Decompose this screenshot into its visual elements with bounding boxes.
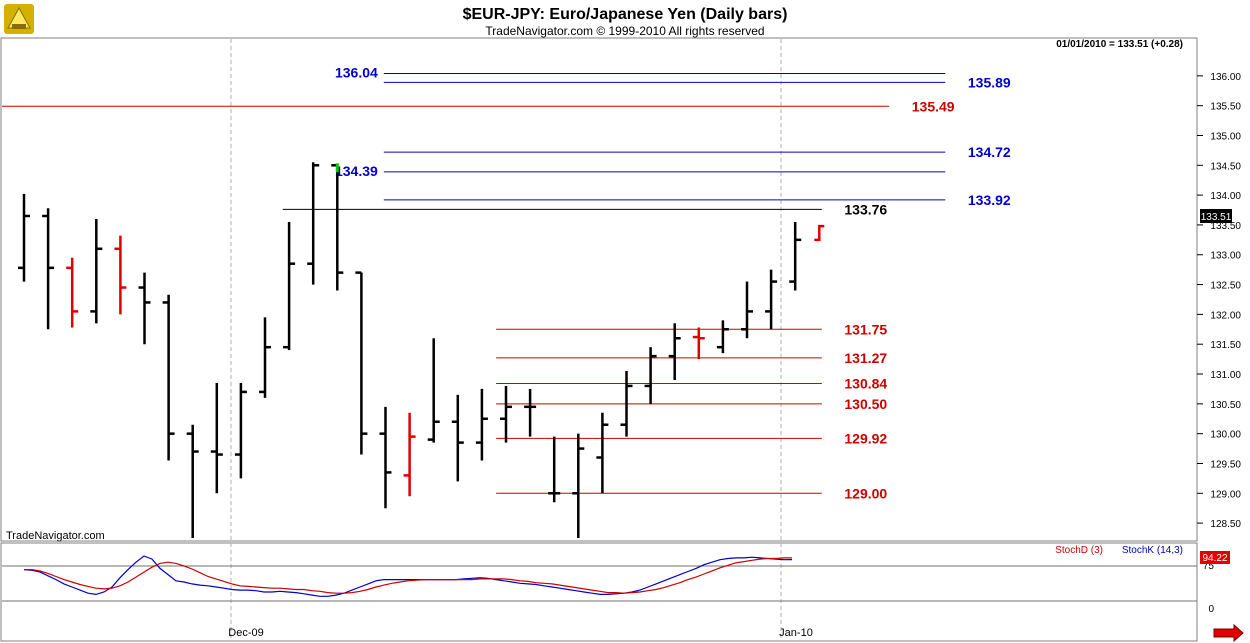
level-label: 133.76 (844, 201, 887, 217)
ohlc-bar (210, 382, 223, 494)
y-tick-label: 131.50 (1210, 340, 1241, 351)
ohlc-bar (644, 347, 657, 404)
y-tick-label: 128.50 (1210, 519, 1241, 530)
ohlc-bar (620, 371, 633, 437)
ohlc-bar (668, 323, 681, 380)
stoch-k-legend: StochK (14,3) (1122, 545, 1183, 556)
ohlc-bar (451, 394, 464, 482)
level-label: 129.00 (844, 485, 887, 501)
ohlc-bar (741, 281, 753, 339)
level-label: 131.75 (844, 321, 887, 337)
y-tick-label: 130.50 (1210, 400, 1241, 411)
stoch-d-legend: StochD (3) (1055, 545, 1103, 556)
price-panel-frame (0, 37, 1198, 542)
chart-title: $EUR-JPY: Euro/Japanese Yen (Daily bars) (463, 6, 788, 23)
ohlc-bar (427, 338, 440, 443)
x-axis-labels: Dec-09 Jan-10 (228, 627, 813, 639)
y-tick-label: 134.00 (1210, 191, 1241, 202)
ohlc-bar (186, 424, 199, 539)
level-label: 130.50 (844, 396, 887, 412)
ohlc-bar (789, 221, 802, 291)
ohlc-bar (138, 272, 151, 345)
y-tick-label: 129.50 (1210, 459, 1241, 470)
stoch-panel-frame (0, 542, 1198, 642)
stoch-last-value-box (1200, 551, 1230, 564)
y-tick-label: 130.00 (1210, 430, 1241, 441)
scroll-right-arrow-icon[interactable] (1213, 623, 1244, 643)
chart-subtitle: TradeNavigator.com © 1999-2010 All right… (485, 24, 764, 38)
level-label: 131.27 (844, 350, 887, 366)
stoch-last-value: 94.22 (1202, 553, 1227, 564)
ohlc-bar (403, 412, 416, 497)
level-label: 134.39 (335, 163, 378, 179)
level-label: 136.04 (335, 64, 378, 80)
ohlc-bar (162, 294, 175, 461)
ohlc-bar (716, 320, 729, 354)
y-tick-label: 133.50 (1210, 221, 1241, 232)
y-tick-label: 132.00 (1210, 310, 1241, 321)
x-axis-label: Dec-09 (228, 627, 263, 639)
price-axis[interactable] (1198, 38, 1250, 641)
y-tick-label: 129.00 (1210, 489, 1241, 500)
ohlc-bar (283, 221, 296, 351)
levels-layer: 136.04 135.89 135.49 134.72 134.39 133.92 133.… (2, 64, 1011, 501)
y-tick-label: 135.00 (1210, 131, 1241, 142)
stochastic-layer: 0 75 (23, 555, 1215, 615)
ohlc-bar (379, 406, 392, 509)
y-tick-label: 135.50 (1210, 102, 1241, 113)
ohlc-bar (814, 224, 825, 242)
ohlc-bar (114, 235, 127, 315)
watermark: TradeNavigator.com (6, 530, 105, 542)
trade-navigator-logo-icon[interactable] (4, 4, 34, 34)
y-axis-ticks: 128.50 129.00 129.50 130.00 130.50 131.00 131.… (1197, 72, 1241, 530)
level-label: 135.49 (912, 98, 955, 114)
y-tick-label: 132.50 (1210, 281, 1241, 292)
grid-layer (2, 39, 1197, 641)
ohlc-bar (331, 163, 344, 291)
y-tick-label: 134.50 (1210, 161, 1241, 172)
ohlc-bar (234, 382, 247, 479)
ohlc-bar (572, 433, 585, 539)
last-price-readout: 01/01/2010 = 133.51 (+0.28) (1056, 39, 1183, 50)
stoch-d-line (24, 557, 792, 594)
ohlc-bar (475, 388, 488, 461)
x-axis-label: Jan-10 (779, 627, 813, 639)
last-price-box (1200, 209, 1232, 223)
ohlc-bar (307, 162, 320, 285)
level-label: 134.72 (968, 144, 1011, 160)
ohlc-bar (765, 269, 778, 330)
ohlc-bar (500, 385, 512, 443)
level-label: 130.84 (844, 376, 887, 392)
level-label: 135.89 (968, 74, 1011, 90)
ohlc-stub (814, 224, 825, 242)
level-label: 133.92 (968, 192, 1011, 208)
ohlc-bar (18, 193, 30, 282)
ohlc-highlight (335, 163, 339, 173)
last-price-label: 133.51 (1201, 212, 1232, 223)
ohlc-bar (90, 218, 103, 324)
ohlc-bar (66, 257, 79, 328)
stoch-y-tick-label: 0 (1208, 604, 1214, 615)
y-tick-label: 136.00 (1210, 72, 1241, 83)
y-tick-label: 133.00 (1210, 251, 1241, 262)
ohlc-bar (692, 327, 705, 360)
bars-layer (18, 162, 825, 539)
y-tick-label: 131.00 (1210, 370, 1241, 381)
ohlc-bar (524, 388, 537, 437)
ohlc-bar (596, 412, 609, 494)
stoch-k-line (23, 555, 793, 597)
ohlc-bar (355, 271, 368, 455)
ohlc-bar (259, 317, 271, 398)
stoch-y-tick-label: 75 (1203, 561, 1215, 572)
level-label: 129.92 (844, 430, 887, 446)
ohlc-bar (548, 436, 561, 503)
ohlc-bar (42, 208, 55, 330)
